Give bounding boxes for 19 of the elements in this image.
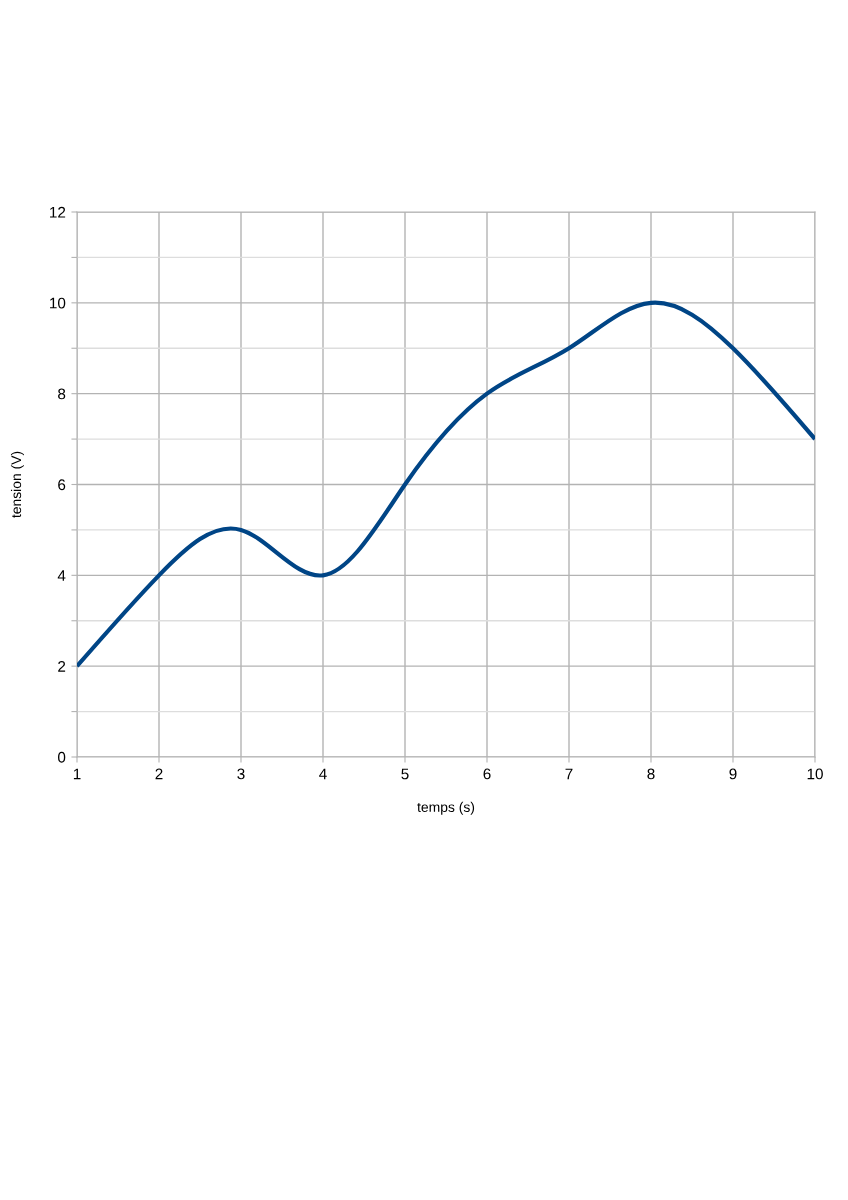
y-tick-label: 4: [57, 570, 66, 581]
x-tick-label: 4: [319, 768, 327, 780]
x-tick-label: 10: [807, 768, 823, 780]
y-tick-label: 2: [58, 661, 66, 672]
y-tick-label: 6: [58, 479, 66, 491]
x-tick-label: 5: [401, 768, 409, 780]
x-tick-label: 1: [73, 768, 81, 780]
y-tick-label: 12: [50, 206, 66, 218]
y-tick-label: 8: [58, 388, 66, 400]
x-tick-label: 2: [155, 768, 163, 780]
x-tick-label: 9: [729, 768, 737, 780]
x-tick-label: 3: [237, 768, 245, 780]
x-axis-title: temps (s): [417, 801, 475, 815]
y-tick-label: 0: [57, 751, 66, 763]
x-tick-label: 6: [483, 768, 491, 780]
y-axis-title: tension (V): [10, 451, 24, 518]
x-tick-label: 7: [565, 768, 573, 780]
y-tick-label: 10: [50, 297, 66, 309]
x-tick-label: 8: [647, 768, 655, 780]
